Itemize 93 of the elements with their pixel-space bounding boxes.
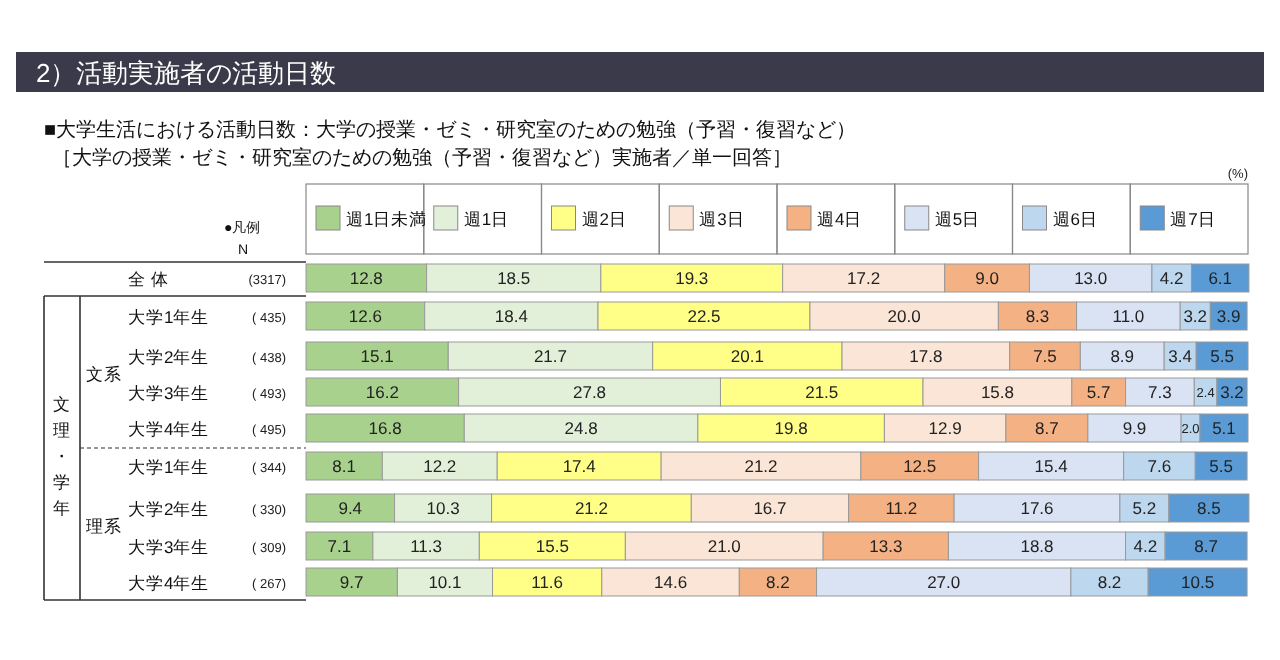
data-label: 12.8 <box>349 268 384 289</box>
data-label: 27.0 <box>927 572 961 593</box>
data-label: 3.4 <box>1168 346 1193 367</box>
y-tick-label: 大学3年生 <box>128 537 210 557</box>
data-label: 15.4 <box>1034 456 1069 477</box>
data-label: 18.8 <box>1020 536 1055 557</box>
legend-label: 週1日 <box>463 209 510 229</box>
data-label: 8.2 <box>1097 572 1122 593</box>
data-label: 18.4 <box>494 306 529 327</box>
data-label: 17.6 <box>1020 498 1055 519</box>
data-label: 11.6 <box>531 572 564 593</box>
data-label: 11.0 <box>1112 306 1145 327</box>
data-label: 7.1 <box>327 536 352 557</box>
data-label: 21.2 <box>574 498 609 519</box>
data-label: 3.2 <box>1183 306 1208 327</box>
data-label: 15.5 <box>535 536 570 557</box>
legend-label: 週3日 <box>699 209 745 229</box>
data-label: 3.9 <box>1216 306 1242 327</box>
y-tick-label: 大学4年生 <box>128 573 210 593</box>
data-label: 16.7 <box>753 498 788 519</box>
data-label: 4.2 <box>1133 536 1158 557</box>
data-label: 5.1 <box>1212 418 1237 439</box>
data-label: 8.3 <box>1025 306 1050 327</box>
data-label: 8.7 <box>1194 536 1219 557</box>
data-label: 9.7 <box>339 572 365 593</box>
data-label: 7.5 <box>1033 346 1058 367</box>
data-label: 8.7 <box>1035 418 1060 439</box>
data-label: 5.5 <box>1209 456 1234 477</box>
data-label: 6.1 <box>1208 268 1233 289</box>
data-label: 16.2 <box>365 382 400 403</box>
legend-label: 週6日 <box>1052 209 1098 229</box>
data-label: 21.0 <box>707 536 742 557</box>
data-label: 8.5 <box>1197 498 1222 519</box>
data-label: 5.5 <box>1210 346 1235 367</box>
data-label: 12.6 <box>348 306 383 327</box>
chart-subtitle: ■大学生活における活動日数：大学の授業・ゼミ・研究室のための勉強（予習・復習など） <box>44 118 857 142</box>
data-label: 24.8 <box>564 418 599 439</box>
data-label: 20.0 <box>887 306 922 327</box>
data-label: 18.5 <box>497 268 531 289</box>
legend-label: 週1日未満 <box>346 209 428 229</box>
y-tick-label: 大学2年生 <box>128 499 210 519</box>
data-label: 3.2 <box>1220 382 1245 403</box>
data-label: 10.1 <box>428 572 463 593</box>
data-label: 21.7 <box>533 346 568 367</box>
data-label: 19.3 <box>675 268 709 289</box>
data-label: 9.9 <box>1122 418 1147 439</box>
data-label: 13.0 <box>1074 268 1108 289</box>
data-label: 10.5 <box>1181 572 1215 593</box>
text: 文理・学年 <box>53 394 71 518</box>
y-tick-label: 大学3年生 <box>128 383 210 403</box>
y-tick-label: 大学2年生 <box>128 347 210 367</box>
y-tick-label: 大学1年生 <box>128 457 210 477</box>
data-label: 4.2 <box>1159 268 1185 289</box>
data-label: 7.3 <box>1148 382 1173 403</box>
y-tick-label: 全 体 <box>128 269 169 289</box>
data-label: 10.3 <box>426 498 461 519</box>
data-label: 8.9 <box>1110 346 1135 367</box>
text: 文系 <box>86 364 122 384</box>
data-label: 21.5 <box>805 382 839 403</box>
legend-label: 週2日 <box>581 209 627 229</box>
data-label: 22.5 <box>687 306 722 327</box>
data-label: 9.0 <box>975 268 1000 289</box>
text: 理系 <box>86 516 122 536</box>
legend-label: 週5日 <box>934 209 981 229</box>
data-label: 14.6 <box>654 572 688 593</box>
data-label: 5.2 <box>1132 498 1157 519</box>
legend-label: 週7日 <box>1170 209 1216 229</box>
chart-title: 2）活動実施者の活動日数 <box>36 58 337 88</box>
data-label: 8.1 <box>332 456 357 477</box>
data-label: 13.3 <box>869 536 903 557</box>
data-label: 11.2 <box>885 498 918 519</box>
data-label: 11.3 <box>410 536 443 557</box>
data-label: 7.6 <box>1147 456 1172 477</box>
data-label: 17.2 <box>847 268 881 289</box>
data-label: 16.8 <box>368 418 403 439</box>
data-label: 17.8 <box>909 346 943 367</box>
data-label: 8.2 <box>766 572 791 593</box>
data-label: 15.1 <box>360 346 395 367</box>
data-label: 12.2 <box>423 456 457 477</box>
y-tick-label: 大学4年生 <box>128 419 210 439</box>
y-tick-label: 大学1年生 <box>128 307 210 327</box>
data-label: 5.7 <box>1086 382 1112 403</box>
data-label: 12.9 <box>928 418 963 439</box>
data-label: 17.4 <box>562 456 597 477</box>
data-label: 15.8 <box>980 382 1015 403</box>
data-label: 12.5 <box>903 456 937 477</box>
data-label: 19.8 <box>774 418 809 439</box>
data-label: 20.1 <box>730 346 765 367</box>
text: ［大学の授業・ゼミ・研究室のための勉強（予習・復習など）実施者／単一回答］ <box>52 146 792 170</box>
data-label: 21.2 <box>744 456 779 477</box>
legend-label: 週4日 <box>817 209 863 229</box>
data-label: 27.8 <box>573 382 607 403</box>
data-label: 9.4 <box>338 498 363 519</box>
